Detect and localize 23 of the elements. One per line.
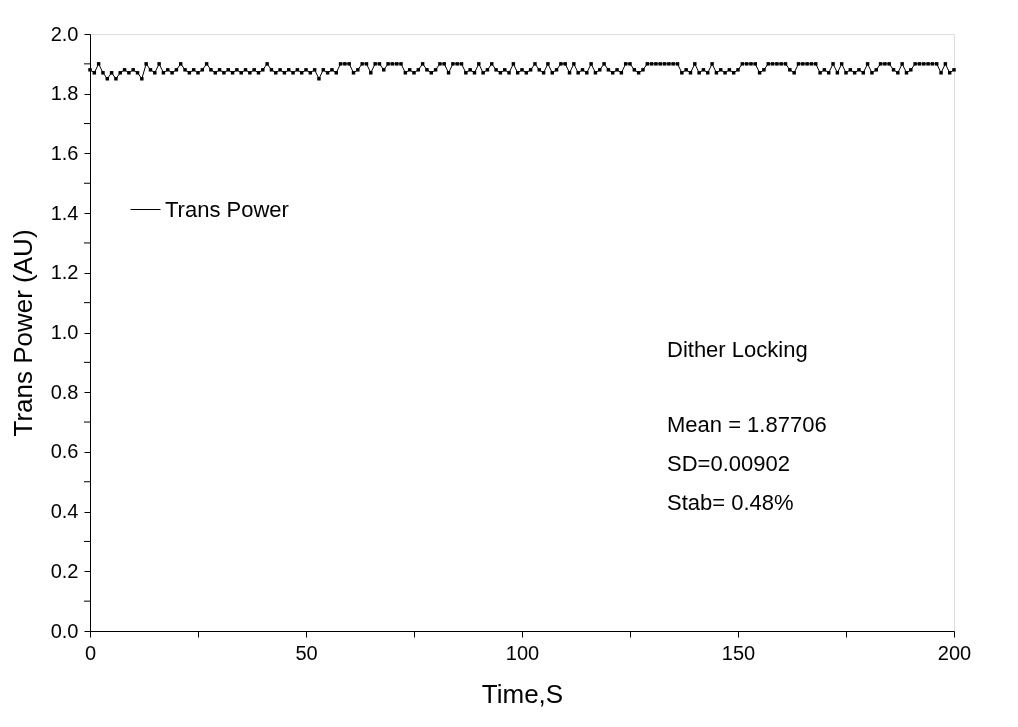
annotation: SD=0.00902 <box>667 451 790 476</box>
y-tick-label: 2.0 <box>50 22 79 45</box>
y-tick-label: 1.6 <box>50 141 79 164</box>
annotation: Dither Locking <box>667 337 808 362</box>
legend-label: Trans Power <box>165 196 289 222</box>
y-axis-title: Trans Power (AU) <box>7 229 38 437</box>
y-tick-label: 0.6 <box>50 440 79 463</box>
y-tick-label: 0.4 <box>50 500 79 523</box>
y-tick-label: 1.0 <box>50 321 79 343</box>
x-tick-label: 100 <box>505 641 540 664</box>
x-tick-label: 150 <box>721 641 756 664</box>
x-axis-title: Time,S <box>481 678 564 709</box>
annotation: Mean = 1.87706 <box>667 412 827 437</box>
x-tick-label: 50 <box>295 641 318 664</box>
y-tick-label: 1.2 <box>50 261 79 284</box>
y-tick-label: 1.8 <box>50 82 79 105</box>
annotation: Stab= 0.48% <box>667 490 794 515</box>
x-tick-label: 0 <box>84 641 97 664</box>
x-tick-label: 200 <box>937 641 972 664</box>
y-tick-label: 1.4 <box>50 201 79 224</box>
y-tick-label: 0.2 <box>50 559 79 582</box>
y-tick-label: 0.0 <box>50 619 79 642</box>
y-tick-label: 0.8 <box>50 380 79 403</box>
